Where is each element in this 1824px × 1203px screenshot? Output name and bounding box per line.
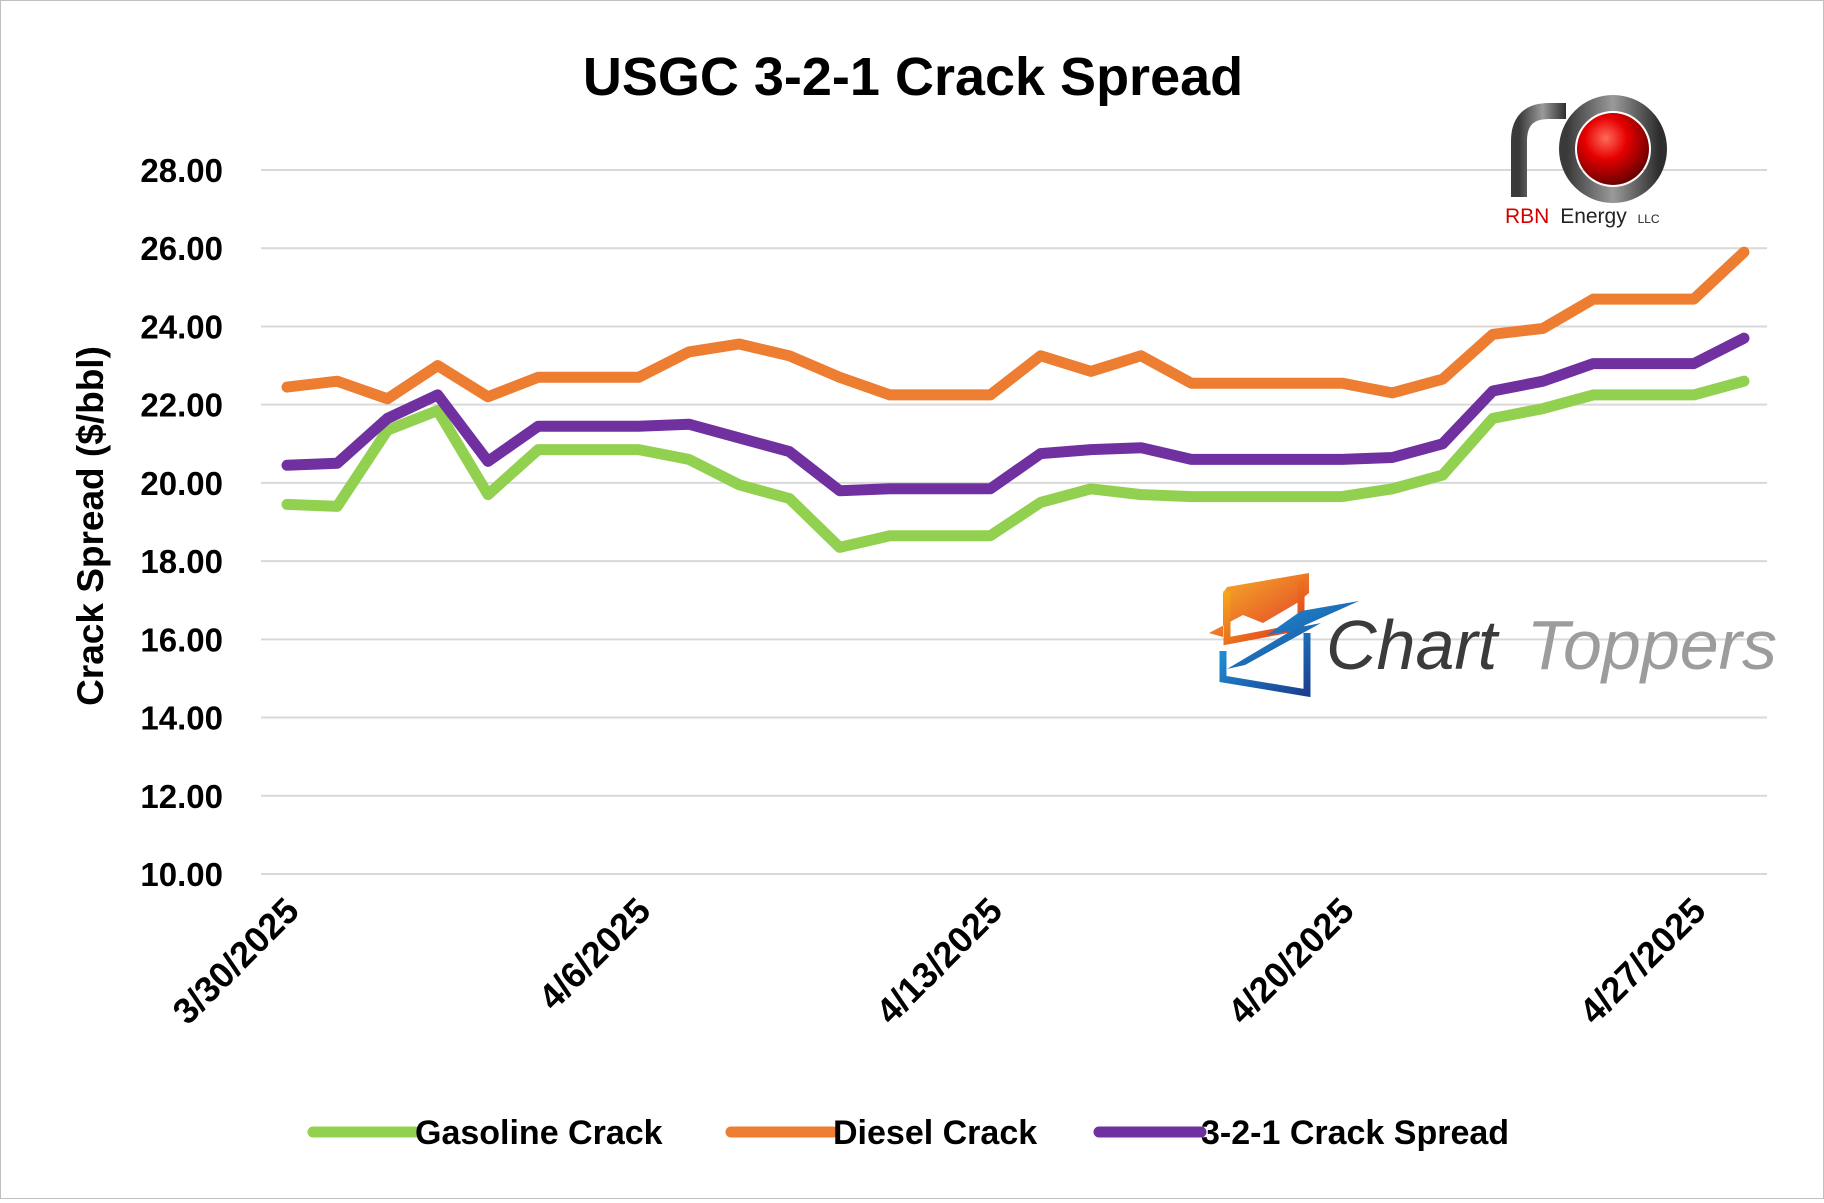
y-tick-label: 16.00 [140,621,223,658]
x-tick-label: 4/13/2025 [868,890,1010,1032]
chart-toppers-logo: Chart Toppers [1209,573,1777,698]
y-axis-label: Crack Spread ($/bbl) [70,346,111,706]
ct-logo-text: Chart Toppers [1326,606,1777,684]
y-tick-label: 24.00 [140,308,223,345]
series-lines [281,246,1750,553]
y-tick-label: 26.00 [140,230,223,267]
y-tick-label: 10.00 [140,856,223,893]
y-tick-label: 22.00 [140,387,223,424]
ct-word-chart: Chart [1326,606,1500,684]
rbn-energy: Energy [1560,205,1627,228]
ct-orange-bolt [1209,573,1309,637]
x-tick-label: 4/27/2025 [1571,890,1713,1032]
legend-label: 3-2-1 Crack Spread [1201,1114,1509,1152]
rbn-name: RBN [1505,205,1549,228]
chart-title: USGC 3-2-1 Crack Spread [583,47,1243,107]
rbn-llc: LLC [1638,212,1660,226]
ct-orange-frame [1223,581,1305,646]
series-line-gasoline-crack [281,375,1750,553]
rbn-pipe-r [1511,103,1566,197]
legend-label: Diesel Crack [833,1114,1037,1152]
rbn-logo-text: RBN Energy LLC [1505,205,1660,228]
y-tick-label: 18.00 [140,543,223,580]
rbn-energy-logo: RBN Energy LLC [1505,69,1667,228]
rbn-ring [1559,95,1667,203]
ct-blue-frame [1219,633,1311,698]
series-line-diesel-crack [281,246,1750,405]
y-tick-label: 14.00 [140,700,223,737]
series-line-3-2-1-crack-spread [281,332,1750,497]
y-tick-label: 28.00 [140,152,223,189]
ct-word-toppers: Toppers [1527,606,1777,684]
legend-label: Gasoline Crack [415,1114,663,1152]
ct-blue-bolt [1227,601,1359,669]
rbn-red-ball [1577,113,1649,185]
y-tick-label: 20.00 [140,465,223,502]
x-tick-labels: 3/30/2025 4/6/2025 4/13/2025 4/20/2025 4/27/… [164,890,1713,1032]
x-tick-label: 4/20/2025 [1219,890,1361,1032]
y-tick-label: 12.00 [140,778,223,815]
y-tick-labels: 10.00 12.00 14.00 16.00 18.00 20.00 22.00 24.00… [140,152,223,893]
legend: Gasoline Crack Diesel Crack 3-2-1 Crack Sp… [307,1114,1509,1152]
x-tick-label: 3/30/2025 [164,890,306,1032]
x-tick-label: 4/6/2025 [530,890,658,1018]
